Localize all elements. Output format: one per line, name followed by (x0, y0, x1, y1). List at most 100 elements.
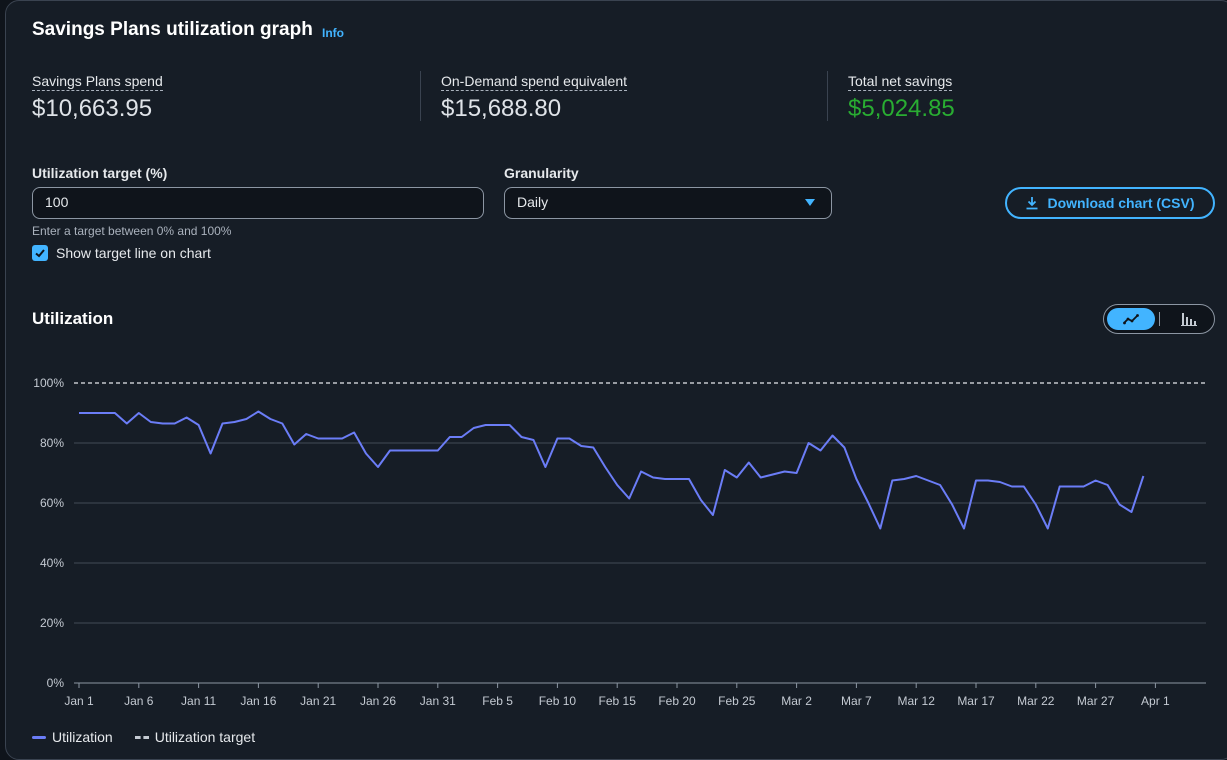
data-point (87, 409, 95, 417)
data-point (159, 420, 167, 428)
data-point (410, 447, 418, 455)
data-point (781, 468, 789, 476)
data-point (1056, 483, 1064, 491)
data-point (613, 481, 621, 489)
utilization-panel: Savings Plans utilization graph Info Sav… (5, 0, 1227, 760)
x-tick-label: Jan 16 (240, 694, 276, 708)
granularity-select[interactable]: Daily (504, 187, 832, 219)
metric-divider (420, 71, 421, 121)
data-point (553, 435, 561, 443)
data-point (721, 466, 729, 474)
data-point (242, 415, 250, 423)
data-point (1008, 483, 1016, 491)
legend-label-utilization[interactable]: Utilization (52, 729, 113, 745)
line-chart-icon (1123, 314, 1139, 325)
data-point (362, 450, 370, 458)
metric-label[interactable]: Savings Plans spend (32, 73, 163, 91)
x-tick-label: Feb 5 (482, 694, 513, 708)
data-point (829, 432, 837, 440)
bar-view-button[interactable] (1168, 308, 1210, 330)
y-tick-label: 80% (40, 436, 64, 450)
caret-down-icon (805, 199, 815, 206)
metric-label[interactable]: Total net savings (848, 73, 953, 91)
data-point (996, 478, 1004, 486)
show-target-checkbox[interactable] (32, 245, 48, 261)
metric-label[interactable]: On-Demand spend equivalent (441, 73, 628, 91)
data-point (1092, 477, 1100, 485)
y-tick-label: 100% (33, 376, 64, 390)
data-point (374, 463, 382, 471)
data-point (745, 459, 753, 467)
x-tick-label: Mar 27 (1077, 694, 1115, 708)
info-link[interactable]: Info (322, 26, 344, 40)
data-point (852, 475, 860, 483)
data-point (350, 429, 358, 437)
data-point (530, 436, 538, 444)
data-point (673, 475, 681, 483)
x-tick-label: Mar 22 (1017, 694, 1055, 708)
metric-savings-plans-spend: Savings Plans spend $10,663.95 (32, 73, 163, 123)
data-point (314, 435, 322, 443)
data-point (589, 444, 597, 452)
data-point (697, 496, 705, 504)
data-point (625, 495, 633, 503)
metric-value: $10,663.95 (32, 95, 153, 122)
data-point (171, 420, 179, 428)
data-point (757, 474, 765, 482)
data-point (565, 435, 573, 443)
data-point (207, 450, 215, 458)
bar-chart-icon (1181, 313, 1197, 326)
toggle-separator (1159, 312, 1160, 326)
legend-label-target[interactable]: Utilization target (154, 729, 256, 745)
data-point (518, 433, 526, 441)
data-point (219, 420, 227, 428)
x-tick-label: Feb 10 (539, 694, 577, 708)
target-hint: Enter a target between 0% and 100% (32, 224, 232, 238)
data-point (494, 421, 502, 429)
x-tick-label: Jan 11 (181, 694, 216, 708)
data-point (709, 511, 717, 519)
x-tick-label: Feb 20 (658, 694, 696, 708)
check-icon (35, 249, 45, 258)
data-point (482, 421, 490, 429)
download-chart-button[interactable]: Download chart (CSV) (1005, 187, 1215, 219)
x-tick-label: Apr 1 (1141, 694, 1170, 708)
data-point (326, 435, 334, 443)
data-point (446, 433, 454, 441)
data-point (195, 421, 203, 429)
chart-view-toggle (1103, 304, 1215, 334)
data-point (1139, 472, 1147, 480)
data-point (398, 447, 406, 455)
data-point (661, 475, 669, 483)
data-point (541, 463, 549, 471)
data-point (75, 409, 83, 417)
data-point (948, 501, 956, 509)
data-point (1080, 483, 1088, 491)
line-view-button[interactable] (1107, 308, 1155, 330)
data-point (864, 499, 872, 507)
section-title: Utilization (32, 309, 114, 328)
data-point (840, 444, 848, 452)
download-label: Download chart (CSV) (1047, 195, 1195, 211)
data-point (338, 435, 346, 443)
data-point (601, 463, 609, 471)
legend-swatch-utilization (32, 735, 46, 739)
target-label: Utilization target (%) (32, 165, 168, 181)
data-point (434, 447, 442, 455)
utilization-target-input[interactable]: 100 (32, 187, 484, 219)
data-point (577, 442, 585, 450)
x-tick-label: Jan 31 (420, 694, 456, 708)
metric-divider (827, 71, 828, 121)
data-point (1020, 483, 1028, 491)
data-point (912, 472, 920, 480)
x-tick-label: Mar 7 (841, 694, 872, 708)
x-tick-label: Jan 26 (360, 694, 396, 708)
data-point (900, 475, 908, 483)
data-point (135, 409, 143, 417)
data-point (960, 525, 968, 533)
data-point (506, 421, 514, 429)
show-target-label[interactable]: Show target line on chart (56, 245, 211, 261)
data-point (1128, 508, 1136, 516)
y-tick-label: 0% (47, 676, 65, 690)
granularity-value: Daily (517, 194, 549, 210)
